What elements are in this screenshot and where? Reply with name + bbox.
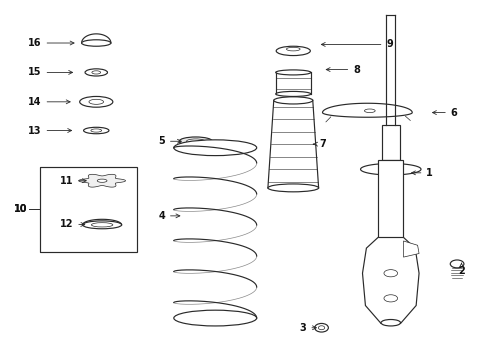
Ellipse shape (383, 270, 397, 277)
Polygon shape (403, 241, 418, 257)
Ellipse shape (179, 137, 212, 145)
Polygon shape (377, 160, 403, 237)
Ellipse shape (273, 97, 312, 104)
Text: 10: 10 (14, 204, 28, 215)
Polygon shape (362, 237, 418, 323)
Text: 12: 12 (60, 219, 84, 229)
Polygon shape (79, 174, 125, 187)
Text: 15: 15 (28, 67, 72, 77)
Text: 11: 11 (60, 176, 86, 186)
Ellipse shape (364, 109, 374, 113)
Ellipse shape (92, 71, 101, 74)
Polygon shape (381, 126, 399, 160)
Ellipse shape (186, 139, 204, 144)
Ellipse shape (383, 295, 397, 302)
Ellipse shape (83, 127, 109, 134)
Ellipse shape (380, 319, 400, 326)
Ellipse shape (82, 221, 122, 229)
Ellipse shape (286, 47, 300, 51)
Ellipse shape (81, 40, 111, 46)
Text: 2: 2 (457, 263, 464, 276)
Text: 3: 3 (299, 323, 316, 333)
Ellipse shape (275, 70, 310, 75)
Text: 16: 16 (28, 38, 74, 48)
Polygon shape (322, 103, 411, 117)
Text: 5: 5 (158, 136, 181, 146)
Ellipse shape (173, 310, 256, 326)
Text: 7: 7 (313, 139, 325, 149)
Ellipse shape (85, 69, 107, 76)
Ellipse shape (318, 326, 324, 330)
Ellipse shape (173, 140, 256, 156)
Text: 1: 1 (411, 168, 432, 178)
Text: 14: 14 (28, 97, 70, 107)
Ellipse shape (275, 91, 310, 96)
Ellipse shape (314, 323, 328, 332)
Text: 10: 10 (14, 204, 28, 215)
Ellipse shape (91, 129, 102, 132)
Bar (40, 167, 137, 252)
Text: 4: 4 (158, 211, 180, 221)
Ellipse shape (91, 223, 113, 227)
Ellipse shape (449, 260, 463, 268)
Ellipse shape (89, 99, 103, 104)
Text: 9: 9 (321, 40, 392, 49)
Ellipse shape (276, 46, 310, 55)
Text: 8: 8 (325, 64, 359, 75)
Text: 6: 6 (432, 108, 457, 118)
Polygon shape (360, 163, 420, 175)
Ellipse shape (267, 184, 318, 192)
Ellipse shape (97, 179, 107, 182)
Text: 13: 13 (28, 126, 71, 135)
Ellipse shape (80, 96, 113, 107)
